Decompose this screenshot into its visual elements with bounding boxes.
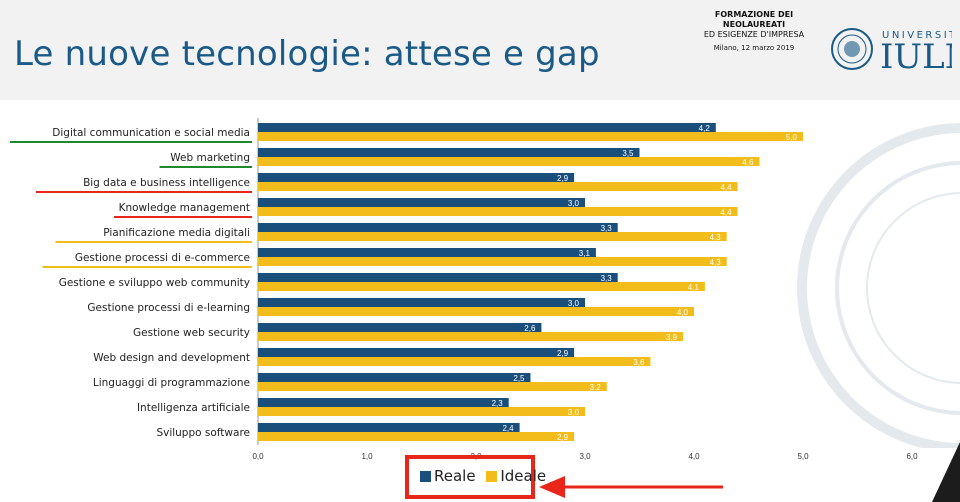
bar-reale (258, 423, 520, 432)
data-label-reale: 3,1 (579, 249, 591, 258)
legend-swatch-reale (420, 471, 431, 482)
category-label: Pianificazione media digitali (103, 227, 250, 239)
event-line-3: ED ESIGENZE D'IMPRESA (703, 30, 805, 39)
chart-legend: Reale Ideale (420, 467, 552, 485)
data-label-ideale: 3,2 (590, 383, 602, 392)
bar-ideale (258, 432, 575, 441)
data-label-reale: 2,3 (492, 399, 504, 408)
bar-reale (258, 398, 509, 407)
category-label: Gestione web security (133, 327, 250, 339)
event-date: Milano, 12 marzo 2019 (713, 44, 795, 52)
data-label-reale: 3,3 (601, 224, 613, 233)
x-tick-label: 5,0 (797, 452, 809, 461)
bar-ideale (258, 407, 585, 416)
bar-reale (258, 323, 542, 332)
corner-decoration (932, 442, 960, 502)
bar-ideale (258, 332, 684, 341)
bar-ideale (258, 182, 738, 191)
category-label: Gestione processi di e-learning (87, 302, 250, 314)
data-label-ideale: 3,0 (568, 408, 580, 417)
data-label-reale: 3,0 (568, 299, 580, 308)
category-label: Sviluppo software (156, 427, 250, 439)
data-label-ideale: 4,1 (688, 283, 700, 292)
data-label-ideale: 4,3 (710, 258, 722, 267)
data-label-reale: 2,9 (557, 174, 569, 183)
logo-iulm-text: IULM (880, 37, 952, 77)
x-tick-label: 1,0 (361, 452, 373, 461)
category-label: Web design and development (93, 352, 250, 364)
bar-ideale (258, 207, 738, 216)
category-label: Gestione processi di e-commerce (75, 252, 250, 264)
bar-ideale (258, 382, 607, 391)
bar-reale (258, 373, 531, 382)
data-label-ideale: 3,9 (666, 333, 678, 342)
bar-ideale (258, 132, 803, 141)
data-label-ideale: 2,9 (557, 433, 569, 442)
bar-ideale (258, 257, 727, 266)
legend-label-ideale: Ideale (500, 467, 547, 485)
bar-ideale (258, 232, 727, 241)
data-label-reale: 3,0 (568, 199, 580, 208)
x-tick-label: 4,0 (688, 452, 700, 461)
category-label: Digital communication e social media (52, 127, 250, 139)
x-tick-label: 6,0 (906, 452, 918, 461)
category-label: Knowledge management (119, 202, 250, 214)
data-label-reale: 2,5 (513, 374, 525, 383)
event-line-2: NEOLAUREATI (722, 20, 786, 29)
data-label-reale: 4,2 (699, 124, 711, 133)
iulm-logo: UNIVERSITÀ IULM (831, 28, 952, 77)
data-label-ideale: 4,0 (677, 308, 689, 317)
red-arrow-icon (539, 476, 723, 498)
bar-ideale (258, 282, 705, 291)
data-label-ideale: 4,6 (742, 158, 754, 167)
legend-highlight-box (405, 455, 535, 499)
bar-reale (258, 348, 575, 357)
university-seal-watermark (797, 123, 960, 448)
bar-reale (258, 273, 618, 282)
bar-reale (258, 198, 585, 207)
category-label: Web marketing (170, 152, 250, 164)
data-label-ideale: 4,4 (720, 208, 732, 217)
bar-reale (258, 298, 585, 307)
event-info: FORMAZIONE DEI NEOLAUREATI ED ESIGENZE D… (688, 10, 820, 53)
legend-swatch-ideale (486, 471, 498, 482)
bar-reale (258, 148, 640, 157)
event-line-1: FORMAZIONE DEI (714, 10, 794, 19)
category-label: Linguaggi di programmazione (93, 377, 250, 389)
x-tick-label: 0,0 (252, 452, 264, 461)
bar-reale (258, 248, 596, 257)
bar-reale (258, 223, 618, 232)
bar-ideale (258, 157, 760, 166)
data-label-reale: 2,9 (557, 349, 569, 358)
bar-reale (258, 173, 575, 182)
bar-ideale (258, 357, 651, 366)
data-label-ideale: 3,6 (633, 358, 645, 367)
category-label: Big data e business intelligence (83, 177, 250, 189)
legend-label-reale: Reale (434, 467, 476, 485)
x-tick-label: 3,0 (579, 452, 591, 461)
slide-header (0, 0, 960, 100)
data-label-reale: 3,5 (622, 149, 634, 158)
data-label-ideale: 4,3 (710, 233, 722, 242)
data-label-reale: 3,3 (601, 274, 613, 283)
category-label: Gestione e sviluppo web community (59, 277, 250, 289)
bar-reale (258, 123, 716, 132)
logo-university-text: UNIVERSITÀ (882, 28, 952, 41)
data-label-reale: 2,6 (524, 324, 536, 333)
data-label-reale: 2,4 (502, 424, 514, 433)
data-label-ideale: 5,0 (786, 133, 798, 142)
bar-ideale (258, 307, 694, 316)
seal-icon (831, 28, 873, 70)
data-label-ideale: 4,4 (720, 183, 732, 192)
category-label: Intelligenza artificiale (137, 402, 250, 414)
page-title: Le nuove tecnologie: attese e gap (14, 34, 600, 74)
